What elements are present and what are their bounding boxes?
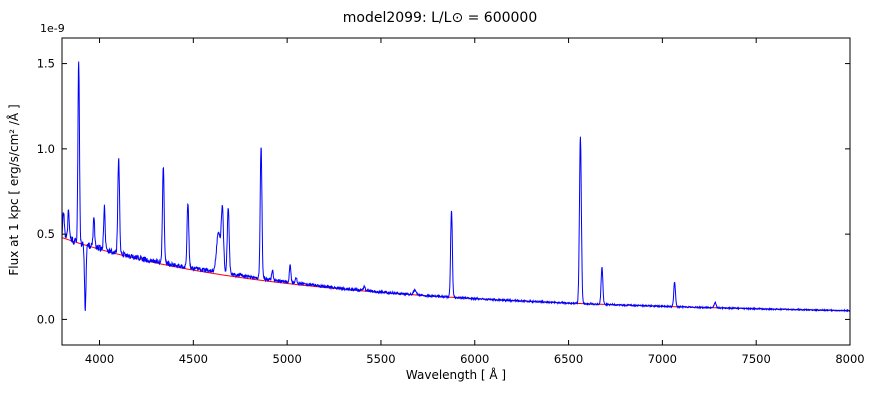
x-tick-label: 6000 [460,352,489,366]
x-tick-label: 5000 [273,352,302,366]
y-tick-label: 0.5 [37,227,55,241]
x-tick-label: 5500 [366,352,395,366]
chart-title: model2099: L/L⊙ = 600000 [342,10,538,26]
x-tick-label: 7000 [648,352,677,366]
x-tick-label: 8000 [835,352,864,366]
y-axis-label: Flux at 1 kpc [ erg/s/cm² /Å ] [7,104,21,276]
x-tick-label: 6500 [554,352,583,366]
axes-frame [61,37,851,346]
x-tick-label: 7500 [742,352,771,366]
y-tick-label: 1.0 [37,142,55,156]
y-axis-offset-label: 1e-9 [40,22,65,35]
x-tick-label: 4500 [179,352,208,366]
y-tick-label: 0.0 [37,312,55,326]
y-tick-label: 1.5 [37,57,55,71]
continuum-fit-line [61,237,850,312]
x-tick-label: 4000 [85,352,114,366]
x-axis-label: Wavelength [ Å ] [405,368,507,382]
spectrum-line [61,61,851,313]
